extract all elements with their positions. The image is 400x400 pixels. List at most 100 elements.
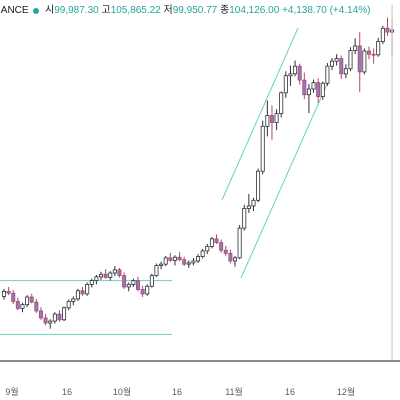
candle-body (311, 82, 316, 90)
candle-body (34, 301, 39, 312)
candle-body (177, 256, 182, 261)
x-tick-label: 10월 (113, 386, 131, 397)
channel-lines (0, 27, 329, 335)
x-tick-label: 16 (285, 387, 295, 397)
candle-body (11, 292, 16, 302)
high-value: 105,865.22 (110, 5, 161, 16)
candle-body (274, 113, 279, 123)
x-tick-label: 12월 (337, 386, 355, 397)
high-label: 고 (101, 5, 111, 16)
candle-body (135, 280, 140, 290)
x-tick-label: 9월 (5, 386, 18, 397)
candle-body (168, 257, 173, 261)
candle-body (371, 53, 376, 56)
candle-body (62, 307, 67, 321)
candle-body (191, 260, 196, 264)
candle-body (283, 75, 288, 94)
candle-body (256, 170, 261, 201)
candle-body (25, 296, 30, 306)
candle-body (366, 50, 371, 55)
x-axis-ticks: 9월 16 10월 16 11월 16 12월 (5, 386, 355, 397)
candle-body (99, 273, 104, 278)
candle-body (316, 82, 321, 97)
symbol-name: IANCE (0, 5, 29, 16)
candle-body (38, 310, 43, 319)
candle-body (29, 296, 34, 303)
candle-body (232, 257, 237, 262)
candle-body (376, 41, 381, 56)
market-status-dot-icon (33, 8, 39, 14)
candle-body (357, 45, 362, 73)
candle-body (145, 285, 150, 295)
candle-body (293, 65, 298, 75)
close-value: 104,126.00 (229, 5, 280, 16)
candle-body (302, 79, 307, 96)
candle-body (159, 263, 164, 266)
candle-body (200, 250, 205, 257)
candle-body (131, 280, 136, 285)
candle-body (334, 58, 339, 62)
candle-body (242, 208, 247, 229)
candle-body (126, 283, 131, 288)
candle-body (15, 301, 20, 309)
candle-body (108, 272, 113, 278)
candle-body (103, 273, 108, 278)
candle-body (339, 58, 344, 75)
candle-body (163, 257, 168, 265)
candle-body (260, 125, 265, 172)
candle-body (80, 290, 85, 295)
open-value: 99,987.30 (54, 5, 99, 16)
open-label: 시 (45, 5, 55, 16)
candle-body (52, 313, 57, 322)
candle-body (112, 269, 117, 274)
candle-body (154, 265, 159, 276)
candle-body (75, 290, 80, 300)
candle-body (149, 275, 154, 287)
candle-body (385, 27, 390, 33)
candle-body (122, 275, 127, 288)
candle-body (279, 92, 284, 115)
low-label: 저 (163, 5, 173, 16)
candle-body (205, 246, 210, 252)
x-tick-label: 16 (62, 387, 72, 397)
candle-body (214, 238, 219, 244)
low-value: 99,950.77 (172, 5, 218, 16)
candle-body (117, 269, 122, 276)
candle-body (380, 27, 385, 42)
candle-body (71, 298, 76, 302)
candle-body (209, 238, 214, 247)
candle-body (251, 199, 256, 207)
candles-layer (2, 5, 395, 361)
candle-body (288, 73, 293, 77)
candle-body (94, 276, 99, 282)
candle-body (219, 242, 224, 251)
candle-body (330, 60, 335, 67)
candle-body (2, 290, 7, 297)
candle-body (6, 290, 11, 294)
candle-body (320, 82, 325, 97)
candle-body (223, 249, 228, 254)
candle-body (186, 262, 191, 265)
candle-body (343, 68, 348, 75)
candle-body (228, 253, 233, 262)
candle-body (348, 50, 353, 70)
close-label: 종 (220, 5, 230, 16)
candle-body (57, 313, 62, 321)
candle-body (43, 317, 48, 324)
candle-body (237, 227, 242, 259)
candle-body (172, 256, 177, 261)
candle-body (85, 283, 90, 295)
candle-body (246, 205, 251, 209)
candle-body (48, 320, 53, 324)
candle-body (325, 65, 330, 84)
candle-body (89, 280, 94, 285)
candle-body (196, 256, 201, 262)
ascending-channel-lower (240, 81, 329, 279)
candle-body (140, 289, 145, 295)
symbol-header: IANCE 시99,987.30 고105,865.22 저99,950.77 … (0, 0, 400, 22)
x-tick-label: 16 (172, 387, 182, 397)
candle-body (182, 259, 187, 265)
candle-body (353, 45, 358, 51)
candle-body (269, 115, 274, 123)
